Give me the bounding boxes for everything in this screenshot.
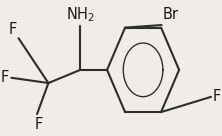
Text: F: F <box>213 89 221 104</box>
Text: NH$_2$: NH$_2$ <box>66 5 95 24</box>
Text: F: F <box>8 22 16 37</box>
Text: F: F <box>35 117 43 132</box>
Text: Br: Br <box>163 7 179 22</box>
Text: F: F <box>1 70 9 85</box>
